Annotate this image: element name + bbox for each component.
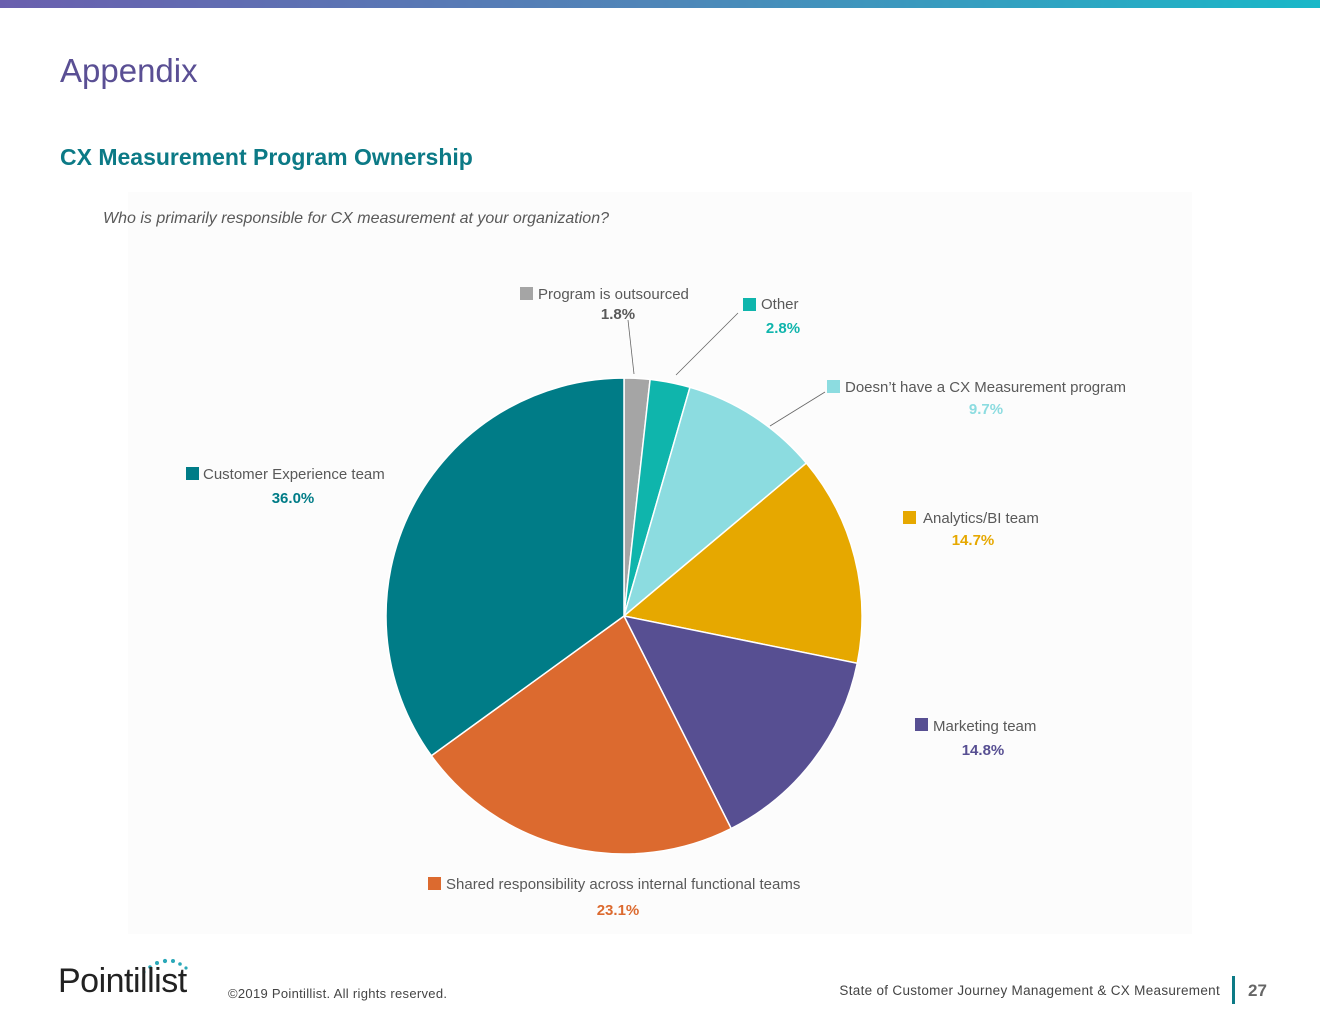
legend-swatch [743,298,756,311]
legend-swatch [915,718,928,731]
page-divider [1232,976,1235,1004]
page-number: 27 [1248,981,1267,1000]
legend-swatch [520,287,533,300]
pie-slice [430,614,733,855]
slice-label: Marketing team [933,718,1036,735]
page-title: Appendix [60,52,198,89]
slice-value-label: 14.8% [962,742,1005,759]
label-leader-line [627,319,635,375]
label-leader-line [769,391,826,427]
slice-label: Doesn’t have a CX Measurement program [845,379,1126,396]
pointillist-logo: Pointillist [58,958,208,1004]
logo-dots-icon [142,958,188,974]
top-accent-bar [0,0,1320,8]
legend-swatch [903,511,916,524]
copyright-text: ©2019 Pointillist. All rights reserved. [228,986,448,1001]
logo-wordmark: Pointillist [58,962,187,1000]
pie-slice [622,386,808,619]
slice-value-label: 2.8% [766,320,800,337]
pie-slice [622,462,863,665]
report-title: State of Customer Journey Management & C… [839,983,1220,998]
slice-value-label: 1.8% [601,306,635,323]
slice-label: Customer Experience team [203,466,385,483]
legend-swatch [428,877,441,890]
slice-value-label: 14.7% [952,532,995,549]
legend-swatch [186,467,199,480]
legend-swatch [827,380,840,393]
slice-value-label: 9.7% [969,401,1003,418]
slice-label: Program is outsourced [538,286,689,303]
slice-label: Analytics/BI team [923,510,1039,527]
section-title: CX Measurement Program Ownership [60,144,473,170]
slice-label: Other [761,296,799,313]
chart-question: Who is primarily responsible for CX meas… [103,210,609,227]
pie-slice [622,614,859,830]
label-leader-line [675,312,739,376]
slice-value-label: 36.0% [272,490,315,507]
slice-label: Shared responsibility across internal fu… [446,876,800,893]
slice-value-label: 23.1% [597,902,640,919]
pie-slice [385,377,625,757]
